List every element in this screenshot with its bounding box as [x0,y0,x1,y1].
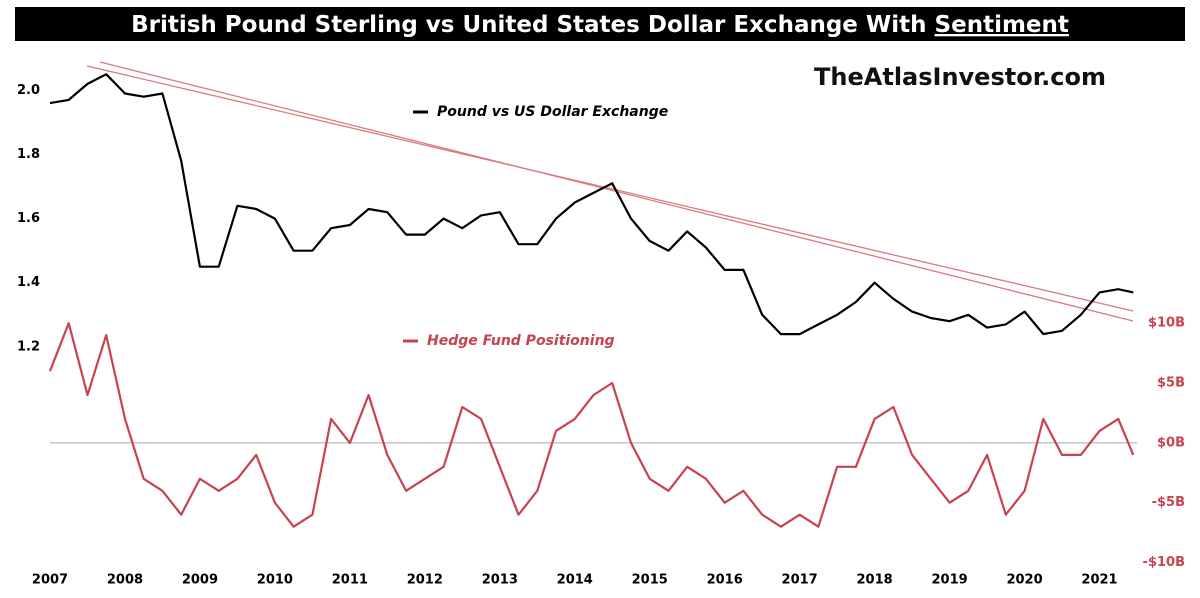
watermark: TheAtlasInvestor.com [814,63,1106,91]
x-tick-label: 2011 [332,573,368,588]
x-tick-label: 2012 [407,573,443,588]
title-emphasis: Sentiment [935,12,1069,38]
x-tick-label: 2013 [482,573,518,588]
x-tick-label: 2021 [1081,573,1117,588]
x-tick-label: 2019 [931,573,967,588]
y-tick-label: 1.6 [17,211,40,226]
y2-tick-label: $5B [1157,376,1185,391]
x-tick-label: 2016 [707,573,743,588]
y2-tick-label: -$10B [1143,555,1185,570]
y-tick-label: 1.8 [17,147,40,162]
y2-tick-label: -$5B [1152,495,1185,510]
title-bar [15,7,1185,41]
legend-label: Hedge Fund Positioning [427,333,615,349]
trend-line [86,65,1134,312]
y-tick-label: 1.2 [17,339,40,354]
y2-tick-label: $10B [1148,316,1185,331]
x-tick-label: 2017 [782,573,818,588]
y2-tick-label: $0B [1157,435,1185,450]
legend-label: Pound vs US Dollar Exchange [437,104,668,120]
x-tick-label: 2010 [257,573,293,588]
y-tick-label: 2.0 [17,83,40,98]
chart-title: British Pound Sterling vs United States … [131,12,1069,38]
x-tick-label: 2015 [632,573,668,588]
x-tick-label: 2014 [557,573,593,588]
x-tick-label: 2009 [182,573,218,588]
y-tick-label: 1.4 [17,275,40,290]
series-line [49,73,1134,336]
x-tick-label: 2018 [857,573,893,588]
series-line [48,322,1135,528]
x-tick-label: 2020 [1006,573,1042,588]
x-tick-label: 2007 [32,573,68,588]
legend: Pound vs US Dollar Exchange Hedge Fund P… [403,104,668,349]
x-tick-label: 2008 [107,573,143,588]
title-text: British Pound Sterling vs United States … [131,12,926,38]
